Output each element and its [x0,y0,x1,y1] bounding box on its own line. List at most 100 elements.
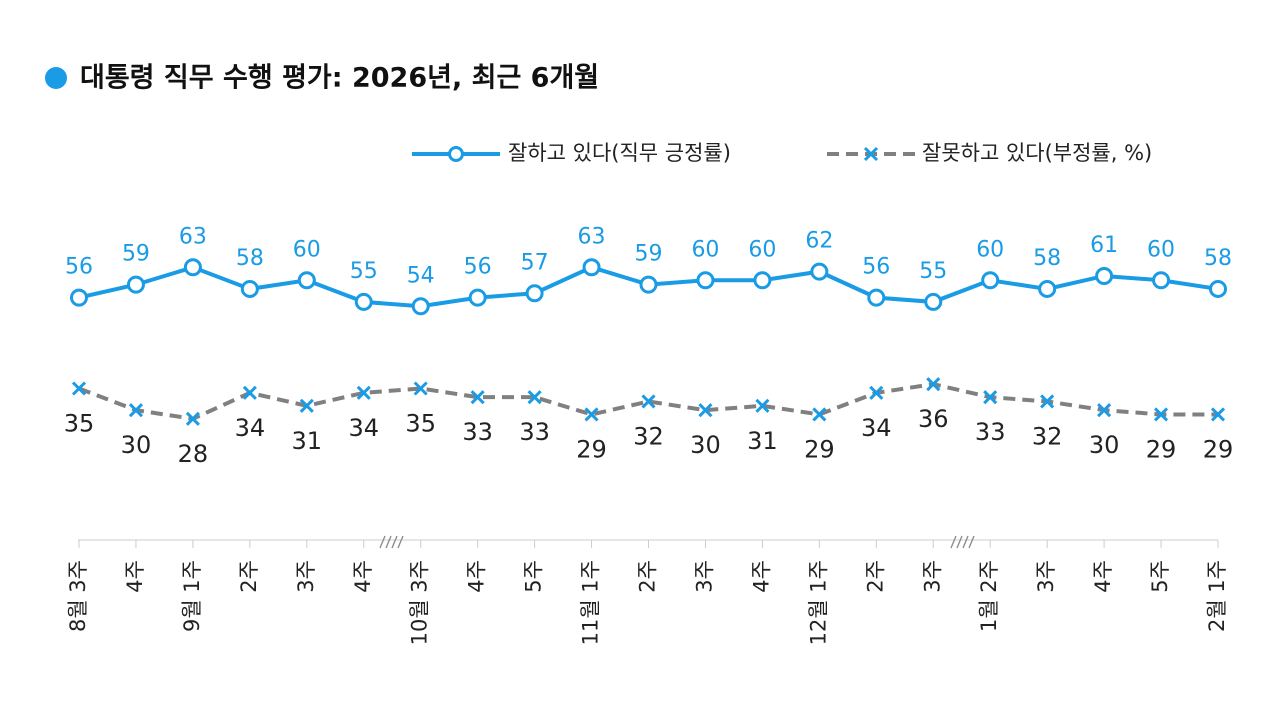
x-tick-label: 10월 3주 [408,560,432,645]
point [755,398,770,413]
data-label: 28 [178,440,209,468]
point [1153,407,1169,422]
point [582,258,601,277]
data-label: 30 [1089,431,1120,459]
point [128,403,144,418]
data-label: 34 [861,414,892,442]
legend-marker [863,146,879,162]
data-label: 59 [122,242,150,267]
point [70,288,88,307]
point [183,258,202,277]
data-label: 62 [805,229,833,254]
x-tick-label: 2주 [636,560,660,593]
x-tick-label: 4주 [351,560,375,593]
x-tick-label: 2주 [237,560,261,593]
point [698,403,713,418]
data-label: 30 [121,431,152,459]
point [354,292,373,311]
x-tick-label: 3주 [692,560,716,593]
point [527,390,542,405]
data-label: 56 [862,255,890,280]
data-label: 60 [691,237,719,262]
point [470,390,485,405]
data-label: 31 [292,427,323,455]
data-label: 29 [804,435,835,463]
title-bullet [45,67,67,89]
legend-label: 잘못하고 있다(부정률, %) [922,141,1152,165]
point [1097,403,1112,418]
data-label: 32 [1032,422,1063,450]
point [185,411,200,426]
x-tick-label: 3주 [294,560,318,593]
data-label: 54 [407,263,435,288]
point [810,262,829,281]
point [1209,279,1227,298]
data-label: 57 [521,250,549,275]
point [468,288,487,307]
data-label: 32 [633,422,664,450]
data-label: 29 [576,435,607,463]
data-label: 58 [236,246,264,271]
data-label: 35 [64,410,95,438]
x-tick-label: 4주 [123,560,147,593]
data-label: 34 [348,414,379,442]
data-label: 60 [293,237,321,262]
point [242,385,257,400]
point [696,271,715,290]
point [71,381,87,396]
data-label: 29 [1203,435,1234,463]
data-label: 33 [519,418,550,446]
data-label: 63 [578,224,606,249]
x-tick-label: 5주 [522,560,546,593]
x-tick-label: 11월 1주 [579,560,603,645]
x-tick-label: 4주 [749,560,773,593]
point [1040,394,1055,409]
point [869,385,884,400]
point [356,385,371,400]
x-tick-label: 9월 1주 [180,560,204,632]
point [641,394,656,409]
x-tick-label: 2월 1주 [1205,560,1229,632]
point [639,275,658,294]
data-label: 55 [350,259,378,284]
point [584,407,599,422]
axis-break [379,535,975,549]
point [812,407,827,422]
data-label: 60 [976,237,1004,262]
data-label: 60 [1147,237,1175,262]
point [1152,271,1171,290]
data-label: 33 [462,418,493,446]
point [299,398,314,413]
data-label: 35 [405,410,436,438]
data-label: 56 [464,255,492,280]
data-label: 36 [918,405,949,433]
chart-title: 대통령 직무 수행 평가: 2026년, 최근 6개월 [80,63,599,94]
data-label: 58 [1033,246,1061,271]
x-tick-label: 3주 [1034,560,1058,593]
line [78,382,1218,421]
point [126,275,145,294]
x-tick-label: 12월 1주 [806,560,830,645]
data-label: 60 [748,237,776,262]
x-tick-label: 3주 [920,560,944,593]
data-label: 58 [1204,246,1232,271]
data-label: 59 [635,242,663,267]
data-label: 61 [1090,233,1118,258]
data-label: 30 [690,431,721,459]
point [753,271,772,290]
legend-label: 잘하고 있다(직무 긍정률) [508,141,731,165]
point [525,284,544,303]
point [867,288,886,307]
point [983,390,998,405]
point [240,279,259,298]
point [1095,266,1114,285]
data-label: 34 [235,414,266,442]
legend-marker [448,146,464,162]
point [413,381,428,396]
point [297,271,316,290]
x-tick-label: 8월 3주 [66,560,90,632]
x-tick-label: 4주 [1091,560,1115,593]
x-tick-label: 2주 [863,560,887,593]
